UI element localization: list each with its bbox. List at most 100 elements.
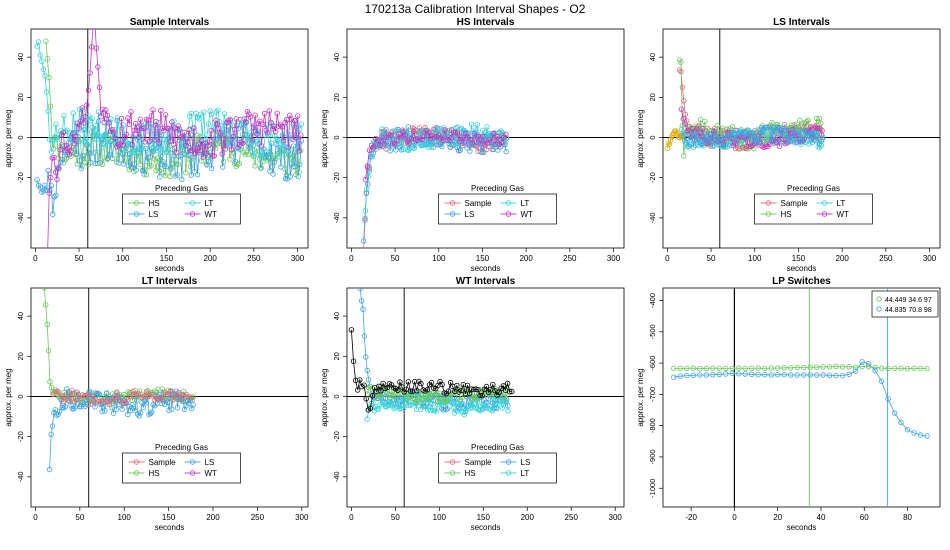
y-tick-label: 20 [648,93,657,101]
data-point [380,380,386,387]
data-point [366,385,372,391]
data-point [90,132,97,139]
data-point [131,161,138,167]
data-point [50,138,56,144]
data-point [485,405,491,412]
data-point [463,130,469,136]
legend-item: LS [500,458,530,467]
y-tick-label: -800 [648,418,657,433]
data-point [110,129,117,135]
legend-marker [505,200,512,206]
data-point [176,126,183,132]
x-axis-label: seconds [155,264,185,273]
data-point [278,164,284,170]
data-point [208,111,215,117]
data-point [292,164,298,170]
data-point [46,190,52,196]
data-point [93,45,100,51]
data-point [87,401,94,407]
legend-item: WT [500,210,533,219]
data-point [97,159,103,166]
data-point [204,162,210,168]
data-point [246,111,252,117]
data-point [252,112,258,118]
legend-label: WT [205,210,218,219]
data-point [772,139,779,145]
legend-marker [876,306,882,312]
data-point [235,144,241,151]
x-tick-label: 200 [519,254,533,263]
data-point [380,400,386,406]
data-point [442,127,448,133]
data-point [59,132,65,138]
data-point [51,154,57,160]
data-point [701,130,707,136]
data-point [103,398,110,404]
data-point [147,154,154,160]
data-point [424,397,430,403]
plot-area [671,288,930,507]
legend: Preceding Gas Sample LS HS WT [122,443,241,484]
data-point [143,389,150,395]
x-tick-label: 300 [295,513,309,522]
legend-marker [449,200,456,206]
data-point [43,89,50,95]
data-point [70,110,76,116]
data-point [153,118,159,125]
data-point [398,405,404,412]
legend-label: LT [521,469,530,478]
data-point [169,119,175,125]
data-point [350,358,357,364]
data-point [122,147,128,154]
data-point [774,134,781,141]
data-point [109,155,116,161]
data-point [254,131,260,137]
data-point [885,396,891,402]
data-point [296,148,302,154]
data-point [137,410,144,416]
data-point [280,137,287,144]
data-point [184,139,191,145]
data-point [490,130,496,137]
data-point [439,381,445,388]
data-point [106,151,113,157]
data-point [406,140,413,146]
data-point [788,365,794,371]
data-point [405,396,411,402]
data-point [144,128,150,134]
data-point [781,372,787,378]
data-point [444,406,451,412]
data-point [39,189,45,195]
data-point [460,409,466,415]
data-point [39,58,45,64]
data-point [697,372,703,378]
y-tick-label: -600 [648,356,657,371]
legend-marker [449,211,456,217]
data-point [175,123,181,129]
data-point [453,142,459,148]
data-point [120,142,126,148]
y-axis-label: approx. per meg [636,109,645,167]
data-point [291,117,298,124]
y-tick-label: -20 [332,172,341,183]
data-point [276,153,282,160]
data-point [413,406,420,412]
data-point [463,409,469,415]
data-point [833,372,839,379]
data-point [428,144,434,150]
series-ls [678,124,826,150]
data-point [420,396,427,402]
data-point [357,288,363,292]
legend-label: HS [465,469,476,478]
data-point [433,408,439,415]
data-point [79,105,85,111]
legend: Preceding Gas Sample LT HS WT [754,184,873,225]
y-tick-label: 40 [332,312,341,320]
data-point [716,365,722,372]
data-point [44,321,50,328]
data-point [724,133,730,139]
plot-frame [662,287,941,508]
data-point [172,391,179,398]
data-point [161,169,167,176]
data-point [398,135,404,141]
